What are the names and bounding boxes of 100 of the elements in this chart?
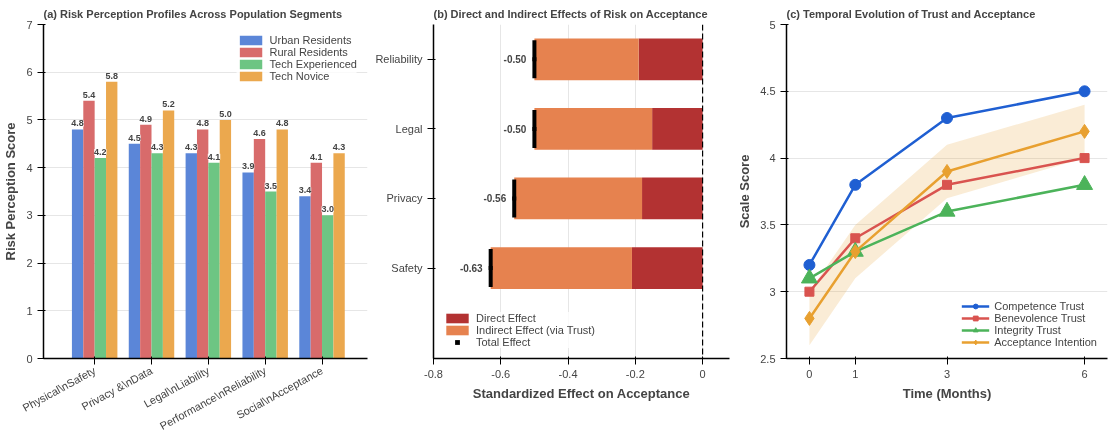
legend-label: Total Effect — [476, 336, 531, 348]
bar — [642, 177, 703, 220]
data-label: 4.3 — [150, 142, 164, 153]
y-tick-label: 4 — [26, 161, 33, 174]
legend-label: Indirect Effect (via Trust) — [476, 324, 596, 336]
bar — [490, 247, 632, 289]
y-tick-label: 3 — [26, 209, 33, 222]
data-label: 4.6 — [253, 128, 266, 139]
bar — [71, 129, 84, 359]
y-tick-label: 4 — [769, 152, 776, 165]
y-tick-label: 1 — [26, 304, 33, 317]
legend-label: Tech Experienced — [269, 58, 357, 70]
bar — [322, 215, 334, 359]
bar — [162, 110, 175, 359]
y-tick-label: Safety — [391, 262, 423, 275]
x-tick-label: -0.4 — [558, 367, 578, 380]
data-label: 3.5 — [264, 180, 278, 191]
data-label: -0.63 — [459, 263, 484, 275]
data-label: 5.8 — [105, 70, 118, 81]
data-label: 3.0 — [321, 204, 334, 215]
legend-label: Direct Effect — [476, 312, 536, 324]
data-label: 5.4 — [82, 89, 96, 100]
y-tick-label: 5 — [769, 18, 776, 31]
legend-label: Rural Residents — [269, 46, 348, 58]
point — [804, 286, 815, 297]
point — [942, 179, 952, 190]
data-label: 4.8 — [71, 118, 84, 129]
bar — [94, 158, 107, 359]
bar — [253, 139, 266, 359]
point — [803, 258, 816, 271]
x-tick-label: -0.6 — [491, 367, 511, 380]
point — [1078, 85, 1091, 98]
x-tick-label: 1 — [852, 367, 859, 380]
data-label: 4.8 — [196, 118, 209, 129]
data-label: -0.56 — [483, 193, 507, 205]
data-label: 4.1 — [207, 151, 221, 162]
bar — [140, 124, 152, 359]
point — [941, 163, 953, 179]
bar — [310, 162, 323, 359]
bar — [83, 100, 95, 359]
chart-title: (b) Direct and Indirect Effects of Risk on Acceptance — [433, 7, 708, 20]
y-axis-title: Scale Score — [737, 154, 753, 229]
x-axis-title: Standardized Effect on Acceptance — [472, 385, 690, 401]
bar — [208, 162, 220, 359]
data-label: 4.8 — [275, 118, 289, 129]
data-label: 4.2 — [94, 147, 107, 158]
point — [849, 178, 862, 191]
data-label: 5.2 — [162, 99, 175, 110]
bar — [534, 38, 639, 81]
bar — [631, 247, 703, 289]
bar — [106, 81, 118, 359]
y-tick-label: Reliability — [375, 53, 423, 66]
legend-label: Competence Trust — [994, 300, 1085, 312]
data-label: 4.1 — [310, 151, 323, 162]
point — [800, 268, 818, 284]
x-axis-title: Time (Months) — [902, 385, 992, 401]
bar — [151, 153, 163, 359]
y-tick-label: 3.5 — [760, 218, 776, 231]
data-label: 3.9 — [241, 161, 255, 172]
bar — [265, 191, 277, 359]
bar — [128, 143, 141, 359]
y-tick-label: Privacy — [386, 192, 423, 205]
data-label: 4.9 — [139, 113, 153, 124]
bar — [333, 153, 345, 359]
point — [1079, 153, 1090, 164]
y-tick-label: Legal — [395, 122, 423, 135]
x-tick-label: 3 — [943, 367, 951, 380]
bar — [534, 108, 653, 150]
legend-label: Benevolence Trust — [994, 312, 1086, 324]
x-tick-label: -0.2 — [625, 367, 645, 380]
legend-label: Urban Residents — [269, 34, 352, 46]
x-tick-label: 0 — [806, 367, 813, 380]
bar — [652, 108, 703, 150]
x-tick-label: 0 — [699, 367, 706, 380]
bar — [242, 172, 254, 359]
x-tick-label: 6 — [1081, 367, 1088, 380]
data-label: -0.50 — [503, 123, 527, 135]
bar — [219, 119, 232, 359]
chart-title: (a) Risk Perception Profiles Across Population Segments — [43, 7, 342, 20]
y-tick-label: 2 — [26, 257, 33, 270]
y-tick-label: 6 — [26, 66, 33, 79]
point — [941, 112, 953, 125]
data-label: 5.0 — [219, 108, 232, 119]
bar — [185, 153, 197, 359]
legend-label: Acceptance Intention — [994, 336, 1097, 348]
bar — [638, 38, 703, 81]
bar — [299, 196, 311, 359]
y-axis-title: Risk Perception Score — [3, 122, 19, 261]
legend-label: Integrity Trust — [994, 324, 1061, 336]
bar — [196, 129, 209, 359]
point — [850, 233, 861, 244]
y-tick-label: 7 — [26, 18, 33, 31]
y-tick-label: 2.5 — [760, 352, 776, 365]
y-tick-label: 4.5 — [760, 85, 776, 98]
y-tick-label: 5 — [26, 113, 33, 126]
legend-label: Tech Novice — [269, 70, 330, 82]
data-label: -0.50 — [503, 54, 527, 66]
chart-title: (c) Temporal Evolution of Trust and Acceptance — [786, 7, 1036, 20]
x-tick-label: -0.8 — [424, 367, 443, 380]
bar — [514, 177, 643, 220]
